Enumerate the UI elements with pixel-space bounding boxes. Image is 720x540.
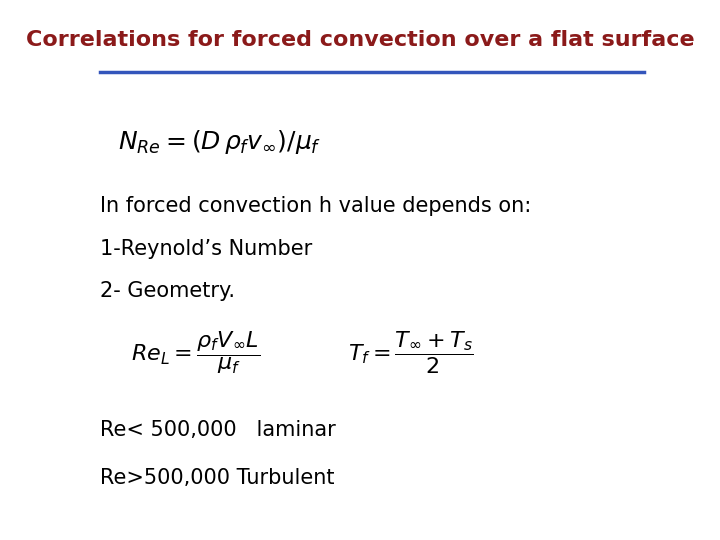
Text: $Re_L = \dfrac{\rho_f V_\infty L}{\mu_f}$: $Re_L = \dfrac{\rho_f V_\infty L}{\mu_f}… (130, 329, 260, 376)
Text: $T_f = \dfrac{T_\infty + T_s}{2}$: $T_f = \dfrac{T_\infty + T_s}{2}$ (348, 329, 474, 376)
Text: $N_{Re} = (D\, \rho_f v_\infty)/\mu_f$: $N_{Re} = (D\, \rho_f v_\infty)/\mu_f$ (119, 128, 322, 156)
Text: 1-Reynold’s Number: 1-Reynold’s Number (100, 239, 312, 259)
Text: 2- Geometry.: 2- Geometry. (100, 281, 235, 301)
Text: Re>500,000 Turbulent: Re>500,000 Turbulent (100, 468, 335, 489)
Text: In forced convection h value depends on:: In forced convection h value depends on: (100, 196, 531, 216)
Text: Re< 500,000   laminar: Re< 500,000 laminar (100, 420, 336, 440)
Text: Correlations for forced convection over a flat surface: Correlations for forced convection over … (26, 30, 694, 50)
